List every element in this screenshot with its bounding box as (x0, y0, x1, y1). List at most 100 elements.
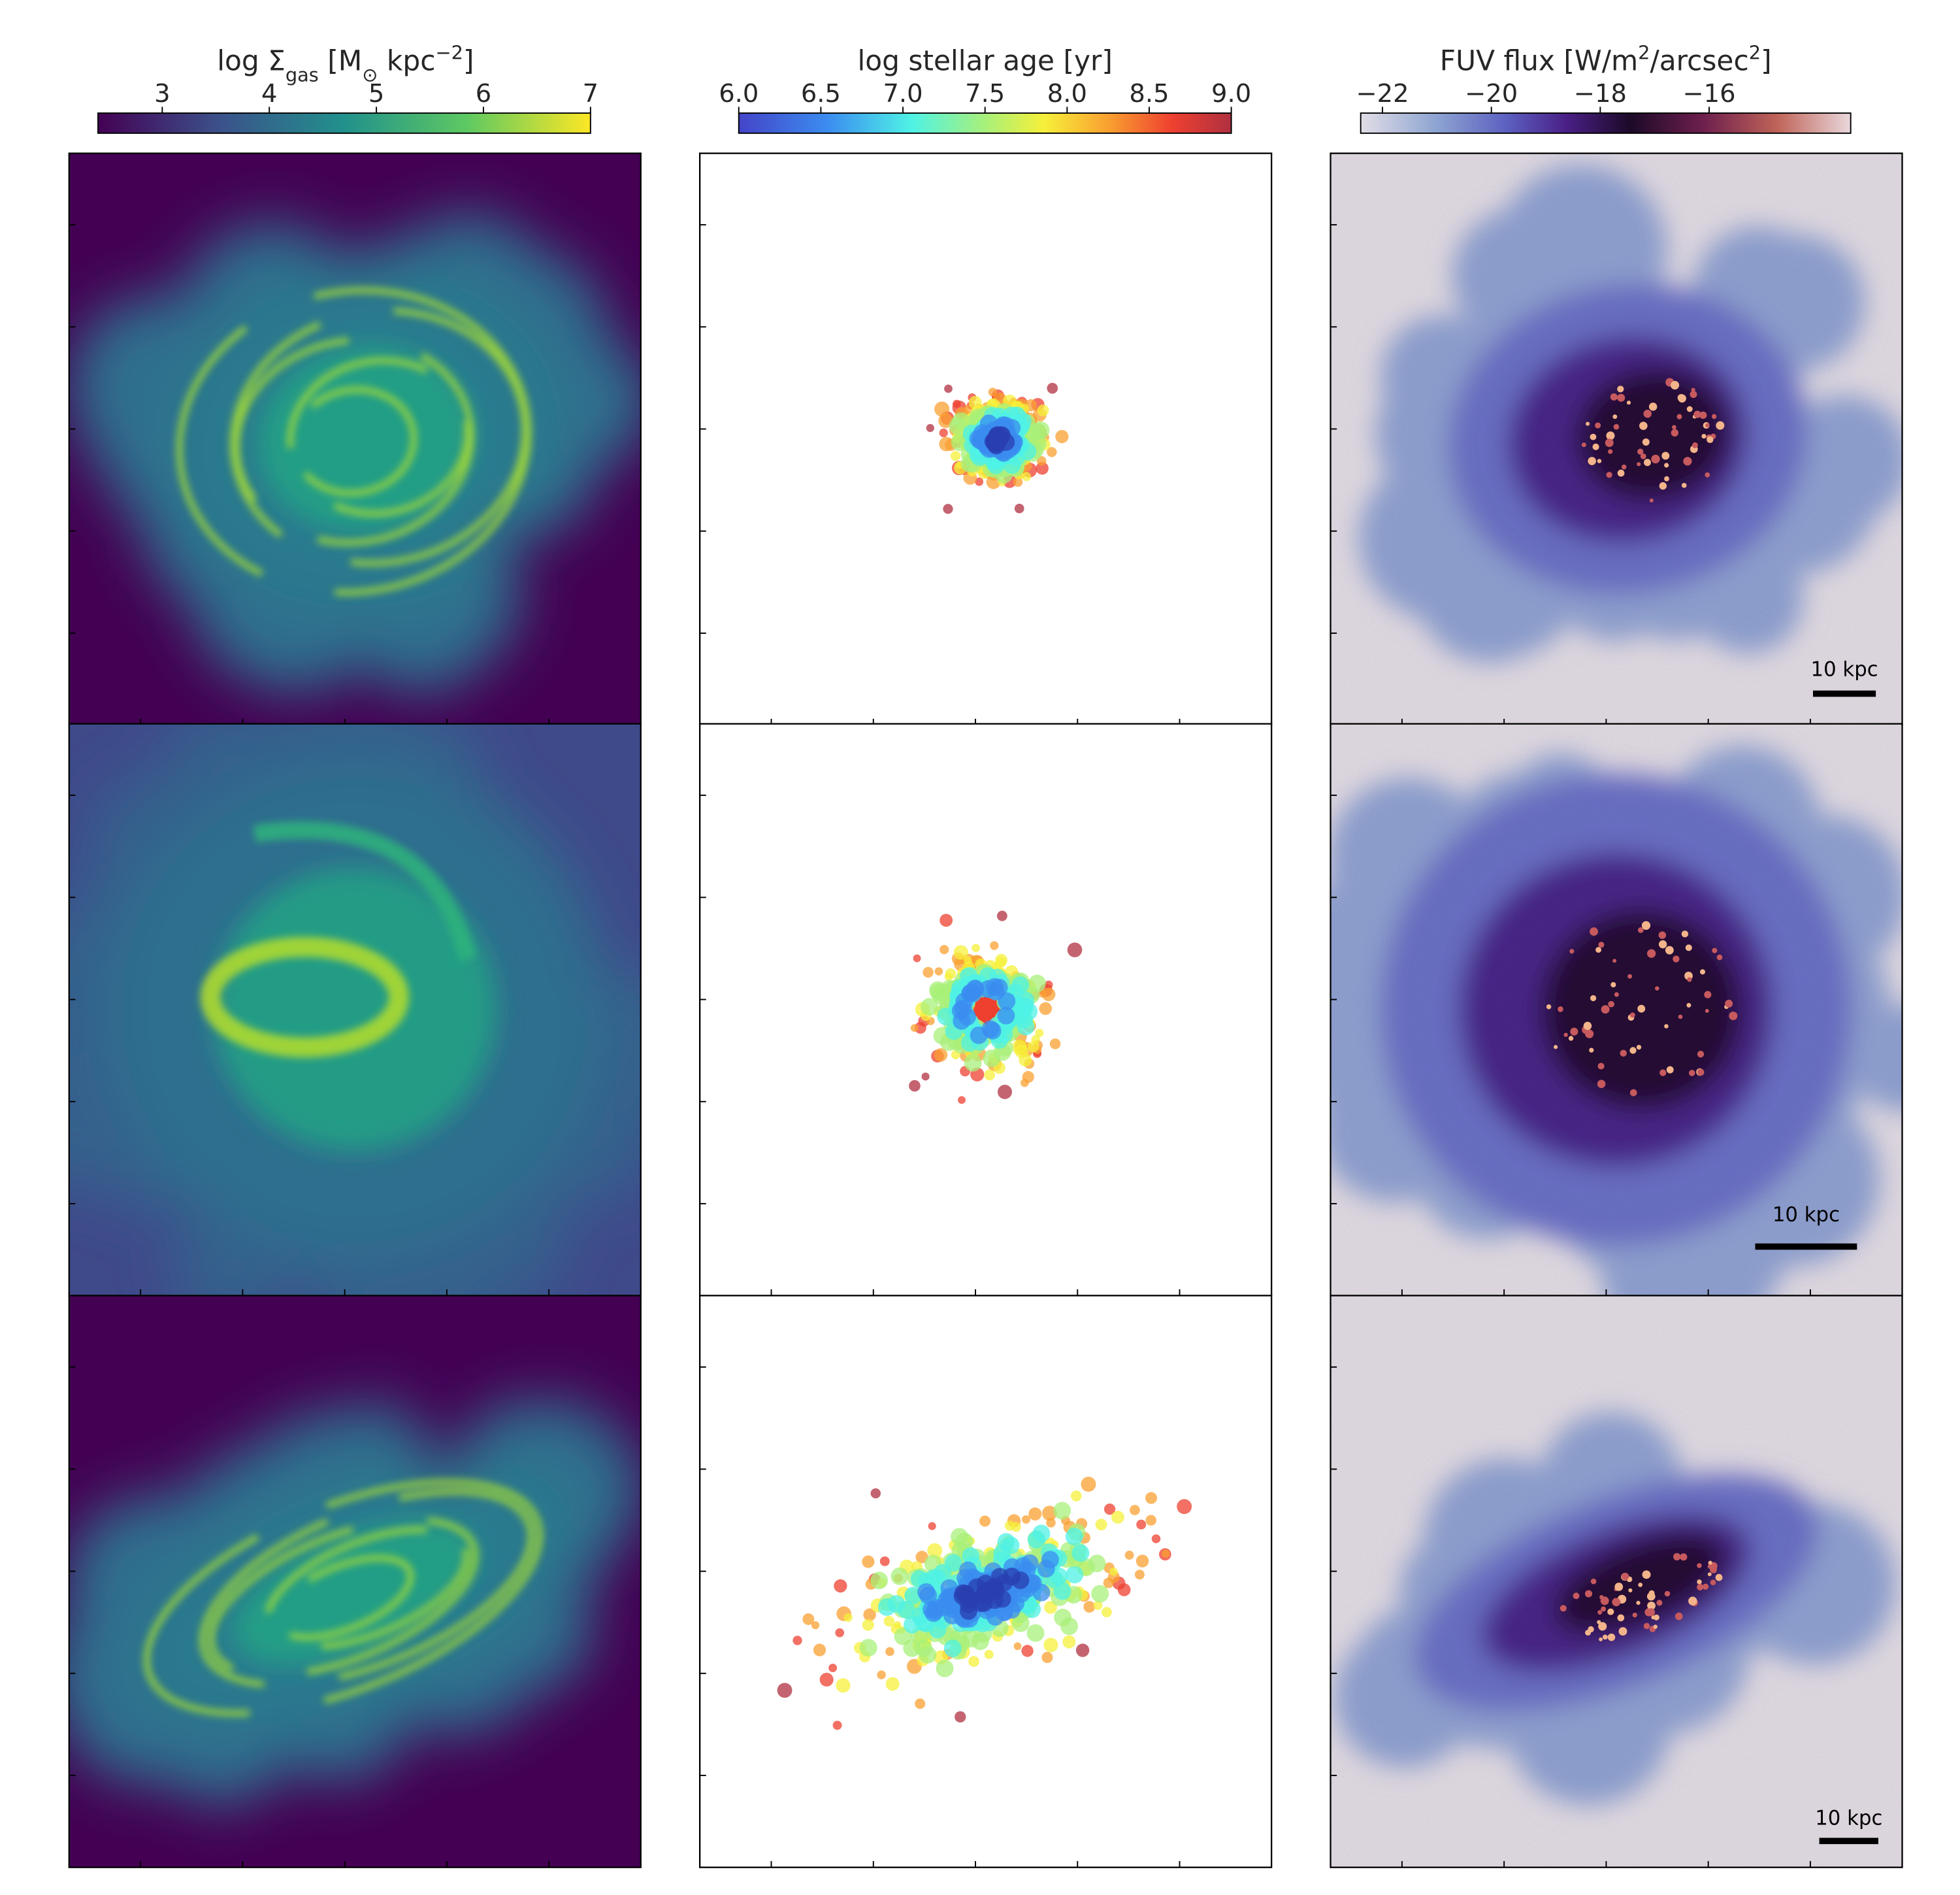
fuv-spot (1670, 380, 1680, 390)
star-particle (1093, 1600, 1103, 1610)
fuv-spot (1629, 1047, 1637, 1054)
fuv-spot (1705, 1009, 1709, 1013)
star-particle (923, 966, 934, 978)
fuv-spot (1678, 1014, 1683, 1019)
fuv-spot (1710, 1565, 1717, 1572)
fuv-spot (1678, 394, 1686, 403)
star-particle (959, 1602, 977, 1620)
fuv-spot (1643, 409, 1652, 418)
star-particle (934, 1048, 948, 1062)
fuv-spot (1588, 457, 1596, 465)
fuv-spot (1700, 969, 1706, 975)
fuv-spot (1664, 1024, 1669, 1029)
star-particle (988, 431, 1006, 450)
fuv-spot (1659, 1069, 1667, 1076)
label-part: log stellar age [yr] (857, 45, 1112, 77)
fuv-spot (1636, 1044, 1642, 1050)
fuv-spot (1636, 1600, 1641, 1606)
star-particle (964, 956, 972, 965)
star-particle (988, 387, 998, 397)
fuv-spot (1666, 1066, 1674, 1074)
star-particle (975, 477, 984, 486)
fuv-spot (1589, 1047, 1594, 1053)
panel (1330, 1295, 1903, 1868)
label-part: ⊙ (362, 64, 378, 86)
label-part: FUV flux [W/m (1440, 45, 1638, 77)
fuv-spot (1563, 1032, 1568, 1037)
panel-frame (68, 1294, 642, 1868)
star-particle (996, 910, 1007, 921)
fuv-spot (1681, 931, 1689, 938)
star-particle (943, 504, 953, 514)
star-particle (955, 1711, 966, 1723)
fuv-spot (1597, 1610, 1603, 1615)
fuv-spot (1637, 1004, 1646, 1013)
star-particle (1162, 1549, 1170, 1558)
star-particle (1095, 1519, 1107, 1531)
star-particle (1055, 429, 1069, 444)
star-particle (921, 1072, 930, 1081)
star-particle (1177, 1499, 1192, 1514)
star-particle (1145, 1515, 1156, 1526)
fuv-spot (1711, 414, 1717, 420)
colorbar (97, 112, 591, 134)
fuv-spot (1646, 1592, 1656, 1601)
star-particle (1014, 503, 1024, 514)
star-particle (1049, 1038, 1061, 1049)
star-particle (832, 1721, 842, 1730)
fuv-spot (1697, 1583, 1704, 1590)
fuv-spot (1664, 476, 1669, 482)
star-particle (862, 1619, 874, 1631)
gas-arm (253, 821, 477, 962)
star-particle (1036, 461, 1049, 475)
fuv-spot (1612, 414, 1618, 420)
star-particle (1037, 404, 1049, 417)
fuv-spot (1590, 1578, 1597, 1585)
star-particle (1151, 1534, 1161, 1543)
star-particle (953, 945, 968, 960)
fuv-spot (1590, 927, 1598, 936)
star-particle (1047, 447, 1057, 457)
star-particle (811, 1621, 820, 1630)
gas-arm (199, 1488, 534, 1689)
fuv-spot (1592, 443, 1599, 450)
star-particle (939, 945, 949, 955)
star-particle (835, 1628, 845, 1638)
fuv-spot (1617, 469, 1625, 477)
star-particle (1028, 1507, 1042, 1521)
fuv-spot (1715, 1574, 1723, 1581)
star-particle (1062, 1635, 1076, 1649)
star-particle (877, 1670, 886, 1679)
fuv-spot (1626, 401, 1631, 405)
star-particle (985, 978, 1004, 996)
fuv-spot (1643, 1623, 1650, 1630)
gas-arms (176, 287, 532, 596)
star-particle (1021, 1078, 1029, 1087)
star-particle (813, 1643, 826, 1656)
fuv-spot (1621, 464, 1627, 470)
fuv-spot (1702, 1583, 1709, 1590)
colorbar-tick-label: 6 (476, 79, 491, 108)
fuv-spot (1595, 947, 1602, 953)
fuv-spot (1710, 1579, 1716, 1586)
fuv-spot (1665, 946, 1674, 955)
scale-bar-label: 10 kpc (1815, 1806, 1882, 1830)
star-particle (944, 384, 953, 393)
colorbar-tick-label: 9.0 (1211, 79, 1251, 108)
star-particle (862, 1555, 875, 1568)
star-particle (819, 1672, 834, 1687)
colorbar-tick-label: 8.0 (1047, 79, 1087, 108)
fuv-spot (1693, 410, 1701, 418)
fuv-spot (1674, 1612, 1683, 1621)
gas-inner (233, 1521, 476, 1664)
gas-core (233, 1521, 476, 1664)
fuv-spot (1569, 949, 1575, 954)
fuv-spot (1653, 1614, 1659, 1621)
star-particle (997, 1085, 1013, 1100)
star-particle (843, 1613, 853, 1623)
star-particle (921, 998, 939, 1016)
star-particle (1022, 472, 1032, 482)
star-particle (950, 451, 961, 461)
star-particle (1027, 1530, 1045, 1549)
